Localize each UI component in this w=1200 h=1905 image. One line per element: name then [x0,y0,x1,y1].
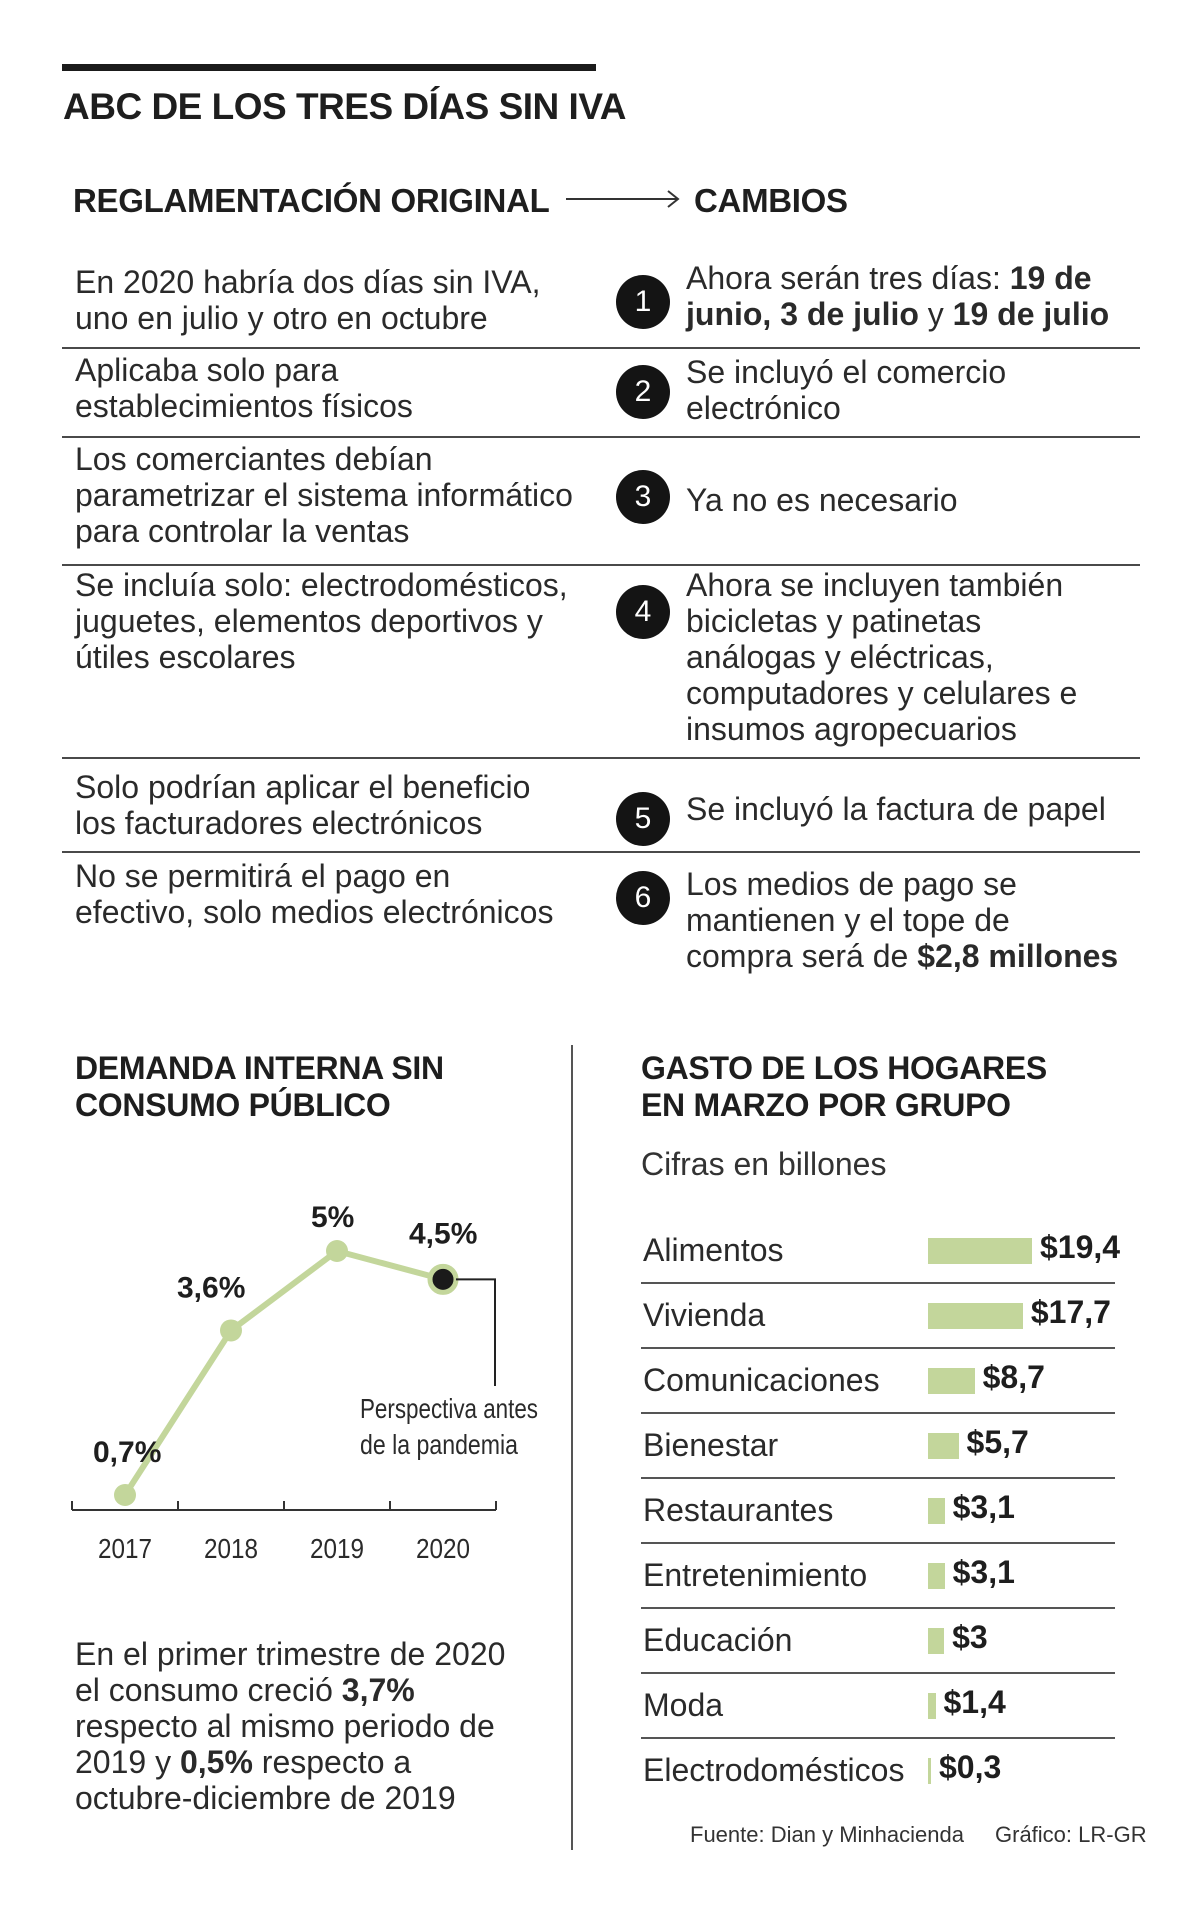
bar-chart-title: GASTO DE LOS HOGARES EN MARZO POR GRUPO [641,1050,1047,1123]
number-badge-4: 4 [616,585,670,639]
header-original: REGLAMENTACIÓN ORIGINAL [73,182,550,219]
bar-row-divider [641,1347,1115,1349]
top-rule [62,64,596,71]
original-row-5: Solo podrían aplicar el beneficio los fac… [75,769,531,841]
bar-value-vivienda: $17,7 [1030,1294,1111,1330]
change-row-2: Se incluyó el comercio electrónico [686,354,1007,426]
x-tick-label-2018: 2018 [204,1533,258,1560]
bar-label-restaurantes: Restaurantes [643,1492,834,1528]
bar-comunicaciones [928,1368,975,1394]
bar-label-comunicaciones: Comunicaciones [643,1362,880,1398]
bar-value-alimentos: $19,4 [1040,1229,1121,1265]
page-title: ABC DE LOS TRES DÍAS SIN IVA [63,86,627,127]
original-row-3: Los comerciantes debían parametrizar el s… [75,441,573,549]
number-badge-1: 1 [616,275,670,329]
x-tick-label-2019: 2019 [310,1533,364,1560]
bar-label-vivienda: Vivienda [643,1297,766,1333]
change-row-3: Ya no es necesario [686,482,958,518]
line-chart-title: DEMANDA INTERNA SIN CONSUMO PÚBLICO [75,1050,444,1123]
bar-row-divider [641,1737,1115,1739]
annotation-line-2: de la pandemia [360,1429,518,1460]
bar-row-divider [641,1542,1115,1544]
data-point-2019 [326,1240,348,1262]
header-changes: CAMBIOS [694,182,848,219]
data-label-2020: 4,5% [409,1217,477,1250]
bar-label-moda: Moda [643,1687,724,1723]
bar-entretenimiento [928,1563,945,1589]
bar-label-educacion: Educación [643,1622,793,1658]
change-row-6: Los medios de pago se mantienen y el tope… [686,866,1119,974]
data-label-2019: 5% [311,1201,354,1234]
bar-label-entretenimiento: Entretenimiento [643,1557,868,1593]
bar-row-divider [641,1607,1115,1609]
bar-value-entretenimiento: $3,1 [952,1554,1015,1590]
credit-note: Gráfico: LR-GR [995,1822,1147,1847]
x-tick-label-2020: 2020 [416,1533,470,1560]
bar-chart-subtitle: Cifras en billones [641,1146,887,1182]
bar-value-bienestar: $5,7 [966,1424,1029,1460]
bar-row-divider [641,1672,1115,1674]
bar-label-bienestar: Bienestar [643,1427,779,1463]
data-label-2018: 3,6% [177,1271,245,1304]
row-divider [62,564,1140,566]
number-badge-3: 3 [616,470,670,524]
bar-vivienda [928,1303,1023,1329]
data-point-2018 [220,1319,242,1342]
data-point-2017 [114,1484,136,1506]
bar-label-electrodomesticos: Electrodomésticos [643,1752,905,1788]
bar-alimentos [928,1238,1032,1264]
bar-row-divider [641,1477,1115,1479]
change-row-1: Ahora serán tres días: 19 de junio, 3 de… [686,260,1110,332]
row-divider [62,851,1140,853]
bar-value-moda: $1,4 [943,1684,1006,1720]
bar-value-comunicaciones: $8,7 [982,1359,1045,1395]
original-row-2: Aplicaba solo para establecimientos físic… [75,352,413,424]
bar-bienestar [928,1433,959,1459]
bar-electrodomesticos [928,1758,931,1784]
bar-restaurantes [928,1498,945,1524]
column-divider [571,1045,573,1850]
line-chart: 0,7% 3,6% 5% 4,5% Perspectiva antes de la p… [71,1201,538,1560]
row-divider [62,347,1140,349]
number-badge-6: 6 [616,871,670,925]
summary-paragraph: En el primer trimestre de 2020 el consum… [75,1636,506,1816]
original-row-4: Se incluía solo: electrodomésticos, jugue… [75,567,568,675]
annotation-leader [456,1278,496,1386]
number-badge-2: 2 [616,365,670,419]
bar-value-restaurantes: $3,1 [952,1489,1015,1525]
original-row-6: No se permitirá el pago en efectivo, solo… [75,858,554,930]
bar-educacion [928,1628,945,1654]
data-label-2017: 0,7% [93,1436,161,1469]
annotation-line-1: Perspectiva antes [360,1393,538,1424]
data-point-2020 [427,1263,459,1295]
original-row-1: En 2020 habría dos días sin IVA, uno en j… [75,264,541,336]
bar-label-alimentos: Alimentos [643,1232,784,1268]
bar-moda [928,1693,936,1719]
bar-value-educacion: $3 [952,1619,988,1655]
change-row-5: Se incluyó la factura de papel [686,791,1106,827]
x-tick-label-2017: 2017 [98,1533,152,1560]
source-note: Fuente: Dian y Minhacienda [690,1822,964,1847]
bar-row-divider [641,1412,1115,1414]
series-line [122,1248,446,1498]
number-badge-5: 5 [616,792,670,846]
arrow-right-icon [566,190,680,208]
bar-row-divider [641,1282,1115,1284]
row-divider [62,436,1140,438]
row-divider [62,757,1140,759]
bar-value-electrodomesticos: $0,3 [939,1749,1002,1785]
change-row-4: Ahora se incluyen también bicicletas y pa… [686,567,1078,747]
